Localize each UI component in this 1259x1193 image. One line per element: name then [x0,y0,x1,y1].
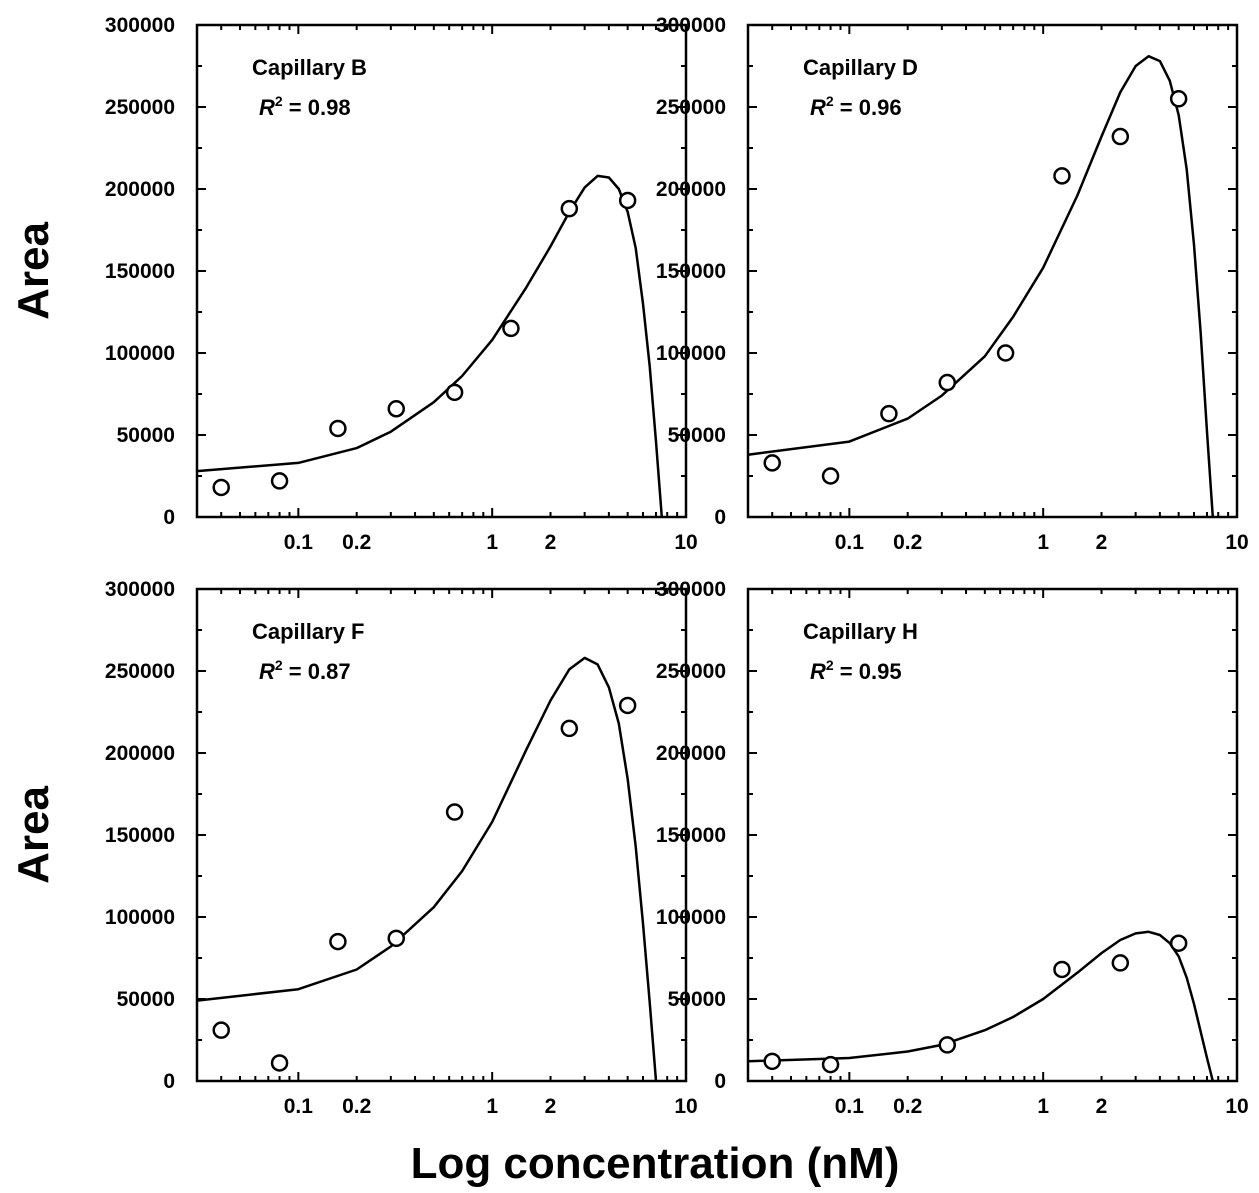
data-point [502,319,520,338]
data-point [618,191,637,210]
data-point [212,1021,230,1039]
y-tick-label: 150000 [656,824,726,847]
data-point [763,1052,781,1071]
x-tick-label: 0.2 [342,531,371,554]
x-tick-label: 1 [1037,531,1049,554]
panel-title: Capillary H [803,619,918,644]
r-squared-label: R2 = 0.87 [259,657,351,684]
y-tick-label: 150000 [105,824,175,847]
data-point [1053,960,1071,979]
y-tick-label: 200000 [105,742,175,765]
y-tick-label: 100000 [656,342,726,365]
data-point [445,803,464,821]
data-point [1053,167,1071,185]
data-point [996,344,1015,362]
y-tick-label: 300000 [656,14,726,37]
y-tick-label: 300000 [656,578,726,601]
panel-title: Capillary F [252,619,364,644]
x-tick-label: 10 [1225,531,1248,554]
x-tick-label: 1 [1037,1095,1049,1118]
x-tick-label: 0.1 [284,1095,314,1118]
x-axis-title: Log concentration (nM) [411,1139,900,1188]
data-point [821,1055,840,1074]
y-tick-label: 100000 [105,906,175,929]
x-tick-label: 1 [486,1095,498,1118]
data-point [1111,127,1130,146]
y-tick-label: 200000 [105,178,175,201]
y-tick-label: 0 [163,506,175,529]
data-point [618,696,637,715]
x-tick-label: 0.2 [893,1095,922,1118]
y-tick-label: 250000 [656,660,726,683]
panel-title: Capillary B [252,55,367,80]
data-point [560,719,579,738]
fit-curve [196,656,658,1082]
data-point [880,404,898,423]
y-tick-label: 300000 [105,578,175,601]
x-tick-label: 0.1 [835,531,865,554]
y-tick-label: 0 [714,1070,726,1093]
fit-curve [747,54,1215,518]
x-tick-label: 10 [674,1095,697,1118]
data-point [329,419,347,438]
y-tick-label: 250000 [656,96,726,119]
y-tick-label: 100000 [656,906,726,929]
chart-panel-2: 0 50000 100000 150000 200000 250000 300000 0.1 0… [656,14,1249,554]
data-point [270,472,289,490]
data-point [270,1054,289,1072]
y-tick-label: 250000 [105,660,175,683]
r-squared-label: R2 = 0.98 [259,93,351,120]
data-point [445,383,464,402]
x-tick-label: 0.2 [342,1095,371,1118]
x-tick-label: 2 [545,1095,557,1118]
fit-curve [196,174,664,518]
r-squared-label: R2 = 0.96 [810,93,902,120]
y-tick-label: 250000 [105,96,175,119]
x-tick-label: 10 [1225,1095,1248,1118]
y-axis-title-top: Area [9,222,58,320]
data-point [212,478,230,497]
data-point [387,929,406,948]
x-tick-label: 2 [1096,531,1108,554]
chart-panel-3: 0 50000 100000 150000 200000 250000 300000 0.1 0… [105,578,698,1118]
x-tick-label: 10 [674,531,697,554]
r-squared-label: R2 = 0.95 [810,657,902,684]
y-tick-label: 50000 [117,424,175,447]
data-point [938,1036,957,1054]
x-tick-label: 0.1 [284,531,314,554]
data-point [1169,934,1188,952]
chart-panel-4: 0 50000 100000 150000 200000 250000 300000 0.1 0… [656,578,1249,1118]
data-point [387,400,406,418]
x-tick-label: 0.2 [893,531,922,554]
data-point [1111,954,1130,972]
panel-title: Capillary D [803,55,918,80]
y-tick-label: 200000 [656,178,726,201]
data-point [821,467,840,485]
y-tick-label: 100000 [105,342,175,365]
x-tick-label: 2 [1096,1095,1108,1118]
fit-curve [747,930,1215,1082]
x-tick-label: 1 [486,531,498,554]
y-tick-label: 50000 [117,988,175,1011]
y-tick-label: 150000 [656,260,726,283]
data-point [560,199,579,218]
y-tick-label: 0 [714,506,726,529]
data-point [1169,90,1188,108]
y-tick-label: 150000 [105,260,175,283]
data-point [763,454,781,472]
x-tick-label: 2 [545,531,557,554]
y-tick-label: 50000 [668,988,726,1011]
y-axis-title-bottom: Area [9,786,58,884]
data-point [329,932,347,951]
y-tick-label: 0 [163,1070,175,1093]
y-tick-label: 200000 [656,742,726,765]
data-point [938,373,957,392]
x-tick-label: 0.1 [835,1095,865,1118]
y-tick-label: 300000 [105,14,175,37]
y-tick-label: 50000 [668,424,726,447]
chart-panel-1: 0 50000 100000 150000 200000 250000 300000 0.1 0… [105,14,698,554]
